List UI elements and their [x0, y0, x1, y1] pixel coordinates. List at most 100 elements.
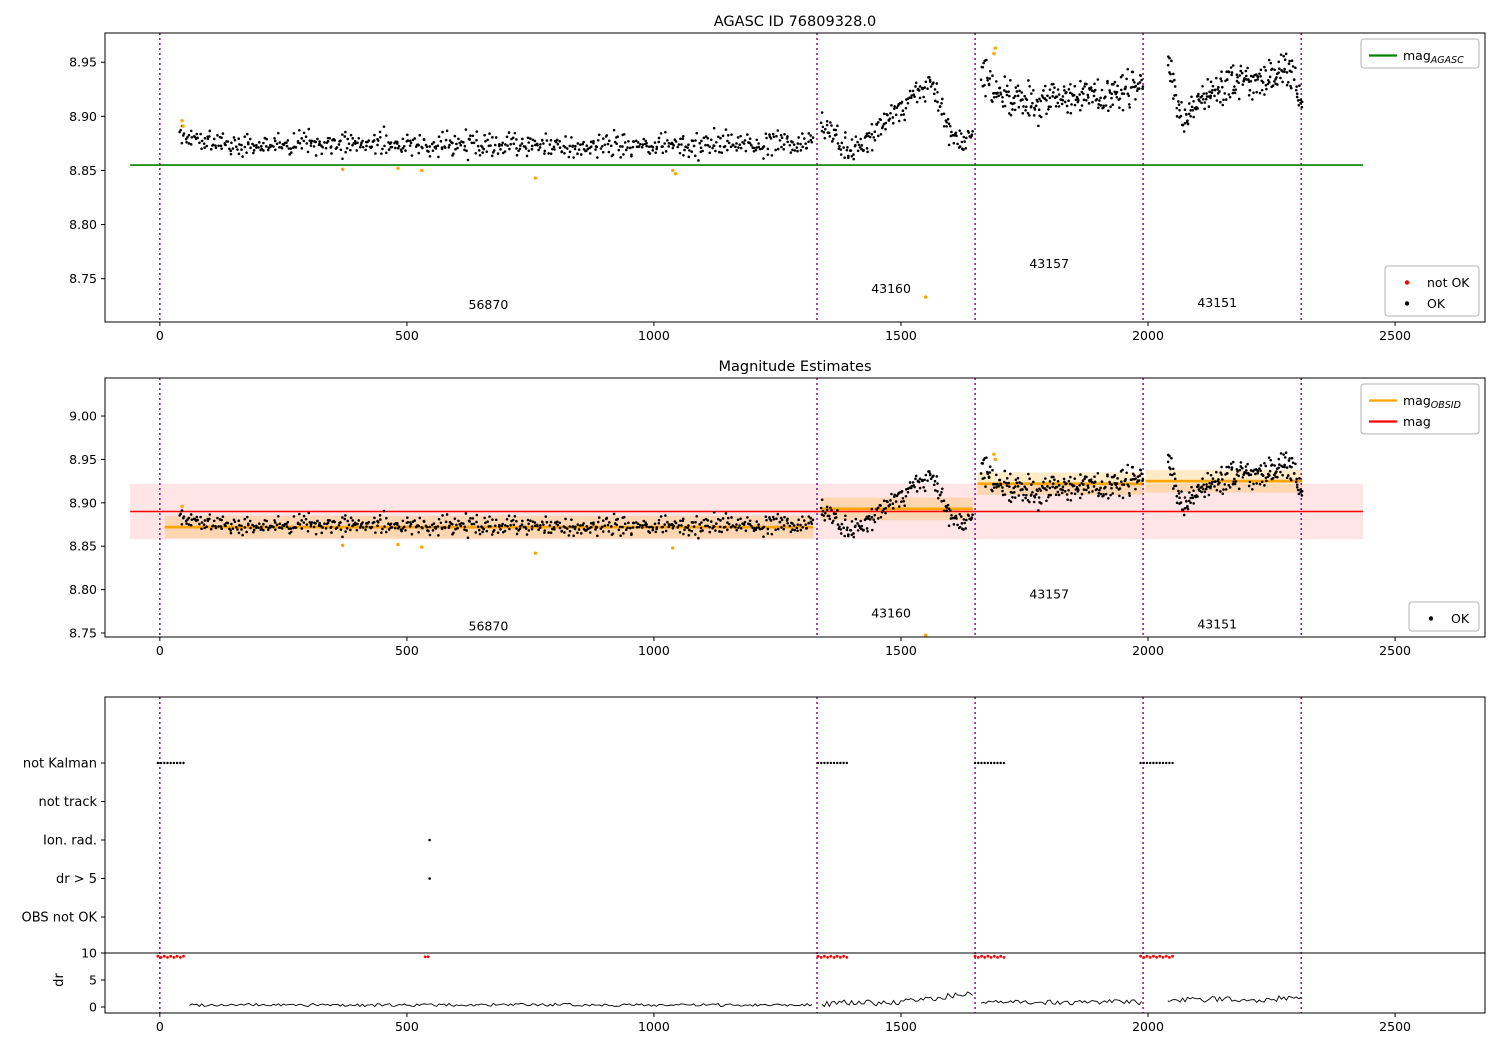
- data-point: [680, 524, 683, 527]
- data-point: [252, 528, 256, 532]
- data-point: [1016, 94, 1020, 98]
- data-point: [1245, 469, 1248, 472]
- data-point: [1007, 90, 1010, 93]
- data-point: [856, 140, 859, 144]
- data-point: [596, 139, 600, 142]
- data-point: [1298, 84, 1301, 88]
- data-point: [1049, 493, 1052, 497]
- data-point: [187, 516, 191, 520]
- data-point: [529, 137, 532, 140]
- data-point: [856, 149, 860, 153]
- data-point: [372, 139, 376, 142]
- data-point: [706, 143, 710, 147]
- flag-marker: [175, 761, 179, 765]
- data-point: [870, 515, 874, 519]
- data-point: [1282, 453, 1285, 456]
- data-point: [1061, 98, 1065, 102]
- data-point: [1093, 480, 1097, 484]
- data-point: [333, 520, 337, 524]
- flag-marker: [1171, 761, 1174, 765]
- data-point: [231, 527, 235, 530]
- data-point: [1111, 103, 1115, 107]
- data-point: [938, 493, 942, 497]
- data-point: [721, 517, 725, 520]
- data-point: [746, 133, 749, 136]
- flag-marker: [823, 761, 826, 765]
- flag-marker: [1168, 761, 1171, 765]
- data-point: [1097, 106, 1100, 110]
- data-point: [1186, 122, 1190, 126]
- dr-clip-marker: [1142, 956, 1146, 959]
- data-point: [1218, 90, 1221, 93]
- data-point: [486, 138, 489, 142]
- dr-clip-marker: [178, 956, 182, 959]
- data-point: [518, 147, 522, 151]
- data-point: [237, 531, 241, 535]
- data-point: [1034, 104, 1038, 108]
- data-point: [941, 97, 944, 101]
- data-point: [1300, 489, 1304, 493]
- data-point: [229, 531, 233, 535]
- data-point: [1067, 87, 1071, 91]
- data-point: [539, 143, 542, 146]
- data-point: [611, 153, 615, 157]
- data-point: [318, 521, 321, 525]
- data-point: [483, 133, 486, 137]
- data-point: [255, 143, 258, 147]
- data-point: [563, 151, 566, 155]
- data-point: [1201, 487, 1205, 491]
- data-point: [902, 500, 906, 503]
- data-point: [355, 149, 359, 152]
- data-point: [361, 145, 365, 149]
- data-point: [318, 140, 321, 143]
- data-point: [850, 520, 854, 523]
- data-point: [341, 516, 344, 519]
- data-point: [560, 529, 564, 533]
- data-point: [224, 524, 227, 528]
- data-point: [592, 141, 595, 145]
- data-point: [720, 151, 724, 154]
- data-point: [666, 139, 669, 142]
- data-point: [1233, 85, 1236, 88]
- data-point: [915, 490, 919, 493]
- data-point: [1266, 78, 1270, 82]
- data-point: [1263, 484, 1266, 487]
- data-point: [947, 122, 951, 126]
- data-point: [1263, 462, 1266, 465]
- data-point: [378, 130, 382, 134]
- flag-marker: [1002, 761, 1006, 765]
- data-point: [199, 515, 202, 519]
- data-point: [1206, 78, 1210, 81]
- data-point: [984, 485, 987, 488]
- data-point: [389, 141, 393, 144]
- data-point: [914, 81, 918, 85]
- data-point: [1014, 478, 1018, 482]
- data-point: [842, 526, 845, 530]
- data-point: [755, 520, 759, 523]
- data-point: [908, 481, 912, 484]
- data-point: [622, 153, 625, 156]
- data-point: [385, 516, 388, 520]
- data-point: [1279, 470, 1282, 474]
- data-point: [857, 143, 861, 147]
- data-point: [1013, 496, 1017, 499]
- data-point: [802, 519, 806, 522]
- data-point: [1237, 487, 1241, 491]
- data-point: [1188, 491, 1191, 494]
- data-point: [219, 525, 223, 528]
- data-point: [1273, 464, 1276, 467]
- data-point: [712, 511, 716, 514]
- flag-marker: [845, 761, 848, 765]
- data-point: [337, 524, 341, 527]
- data-point: [373, 516, 376, 520]
- data-point: [447, 146, 451, 149]
- data-point: [688, 528, 691, 532]
- data-point: [499, 527, 502, 531]
- data-point: [1028, 114, 1031, 117]
- data-point: [720, 530, 724, 534]
- data-point: [793, 149, 797, 152]
- data-point: [506, 524, 509, 528]
- data-point: [884, 511, 887, 515]
- data-point: [1220, 465, 1223, 469]
- data-point: [374, 152, 377, 155]
